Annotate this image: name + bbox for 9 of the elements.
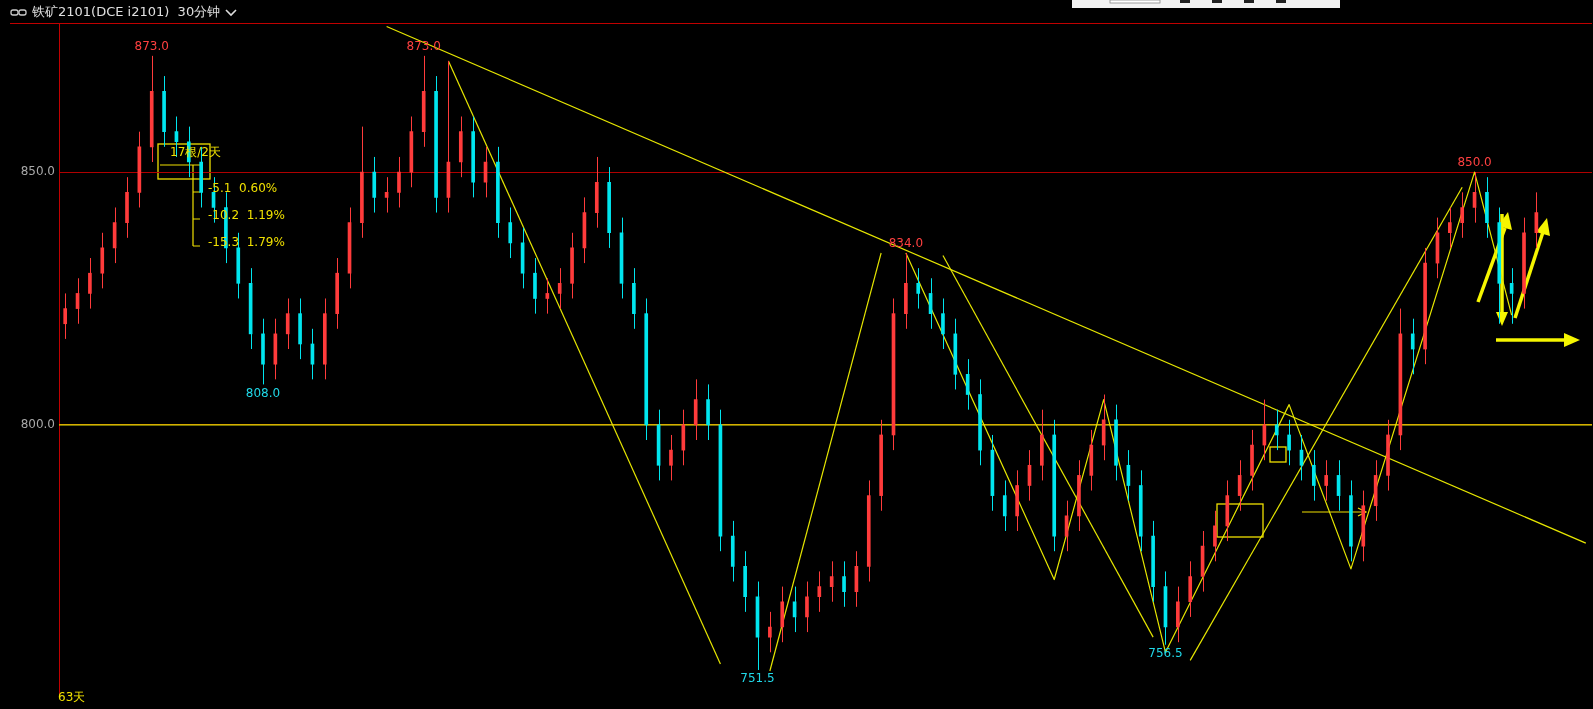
annotation: 834.0 <box>888 236 924 251</box>
annotation: 873.0 <box>134 38 169 53</box>
annotation: 808.0 <box>245 385 281 400</box>
chart-title: 铁矿2101(DCE i2101) 30分钟 <box>32 3 221 21</box>
y-tick-label: 800.0 <box>20 416 55 431</box>
annotation: 751.5 <box>740 671 775 686</box>
annotation: 63天 <box>58 690 86 705</box>
annotation: 756.5 <box>1148 645 1183 660</box>
annotation: 850.0 <box>1457 155 1492 170</box>
